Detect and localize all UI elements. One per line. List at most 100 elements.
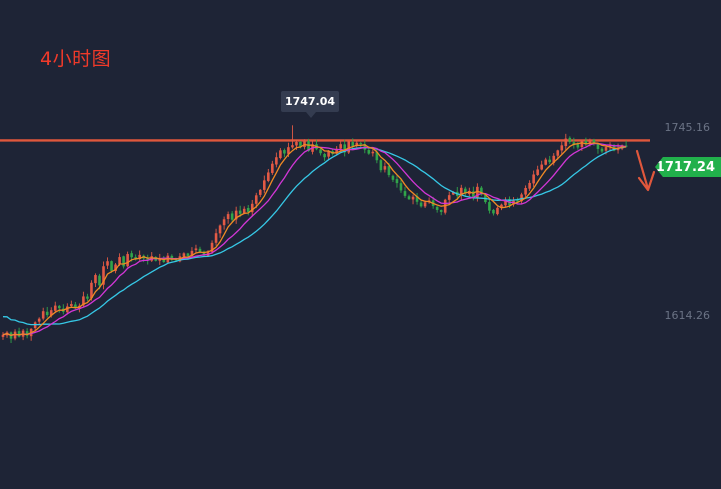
candle-body (53, 305, 57, 311)
candle-body (182, 253, 186, 257)
candle-body (49, 310, 53, 316)
candle-body (359, 143, 363, 145)
candle-body (98, 275, 101, 286)
candle-body (524, 187, 527, 195)
candle-body (504, 199, 507, 206)
candle-body (576, 144, 580, 148)
down-arrow-icon (635, 149, 656, 192)
candle-body (226, 214, 230, 219)
candle-body (94, 275, 97, 284)
candle-body (234, 210, 238, 220)
candle-body (126, 254, 129, 267)
candle-body (218, 225, 222, 234)
candle-body (102, 266, 105, 285)
candle-body (548, 159, 552, 163)
candle-body (572, 142, 576, 146)
candle-body (283, 150, 286, 154)
candle-body (552, 155, 556, 163)
candle-body (447, 195, 451, 200)
y-tick-upper: 1745.16 (664, 121, 711, 134)
chart-title: 4小时图 (40, 48, 112, 70)
candle-body (275, 157, 278, 165)
candle-body (214, 233, 218, 243)
candle-body (355, 142, 359, 146)
candle-body (138, 254, 141, 259)
candle-body (415, 196, 419, 202)
candle-body (194, 248, 198, 251)
candle-body (246, 207, 250, 212)
candle-body (459, 187, 463, 196)
candle-body (528, 182, 531, 189)
candle-body (568, 137, 572, 143)
candle-body (451, 192, 455, 195)
candle-body (339, 144, 342, 149)
candle-body (383, 166, 387, 170)
candle-body (488, 202, 491, 211)
candle-body (419, 202, 423, 207)
candle-body (411, 196, 415, 200)
candle-body (588, 139, 592, 144)
candle-body (387, 166, 391, 176)
candle-body (371, 151, 375, 154)
candle-body (202, 251, 206, 256)
candle-body (560, 145, 564, 151)
candle-body (564, 138, 568, 147)
candle-body (464, 188, 467, 194)
candle-body (476, 186, 479, 198)
candle-body (323, 154, 326, 158)
candle-body (347, 141, 351, 153)
candle-body (110, 261, 113, 271)
ma-mid-line (2, 142, 627, 336)
candle-body (423, 202, 427, 207)
current-price-badge: 1717.24 (655, 157, 721, 177)
candle-body (480, 187, 483, 195)
candle-body (57, 305, 61, 309)
candle-body (492, 209, 495, 214)
candle-body (170, 255, 174, 260)
candle-body (106, 261, 109, 266)
candle-body (210, 242, 214, 252)
candle-body (592, 139, 596, 143)
candle-body (118, 257, 121, 265)
candle-body (379, 160, 383, 171)
candle-body (604, 147, 608, 151)
candle-body (86, 296, 89, 299)
candle-body (254, 195, 258, 204)
candle-body (271, 163, 274, 173)
candle-body (90, 282, 93, 299)
candle-body (367, 150, 371, 154)
candle-body (532, 174, 535, 184)
candle-body (122, 256, 125, 267)
candle-body (70, 304, 73, 307)
candle-body (327, 150, 330, 157)
candle-body (500, 204, 503, 209)
candle-body (439, 210, 443, 212)
candle-body (263, 180, 266, 190)
candle-body (544, 159, 547, 165)
candle-body (37, 318, 41, 322)
candle-body (556, 150, 560, 156)
candle-body (299, 141, 302, 148)
candle-body (74, 304, 77, 309)
candle-body (584, 140, 588, 145)
candle-body (250, 203, 254, 213)
candle-body (580, 140, 584, 147)
candle-body (291, 145, 294, 148)
y-tick-lower: 1614.26 (664, 309, 711, 322)
candle-body (186, 253, 190, 256)
candle-body (25, 331, 29, 336)
candle-body (230, 213, 234, 220)
candle-body (287, 147, 290, 154)
candle-body (319, 149, 322, 154)
candle-body (343, 144, 346, 153)
candle-body (82, 296, 85, 306)
candle-body (351, 142, 355, 147)
candle-body (45, 311, 49, 316)
ma-fast-line (2, 142, 627, 336)
candle-body (198, 248, 202, 253)
candle-body (17, 331, 21, 337)
candle-body (391, 175, 395, 180)
candle-body (130, 253, 133, 258)
